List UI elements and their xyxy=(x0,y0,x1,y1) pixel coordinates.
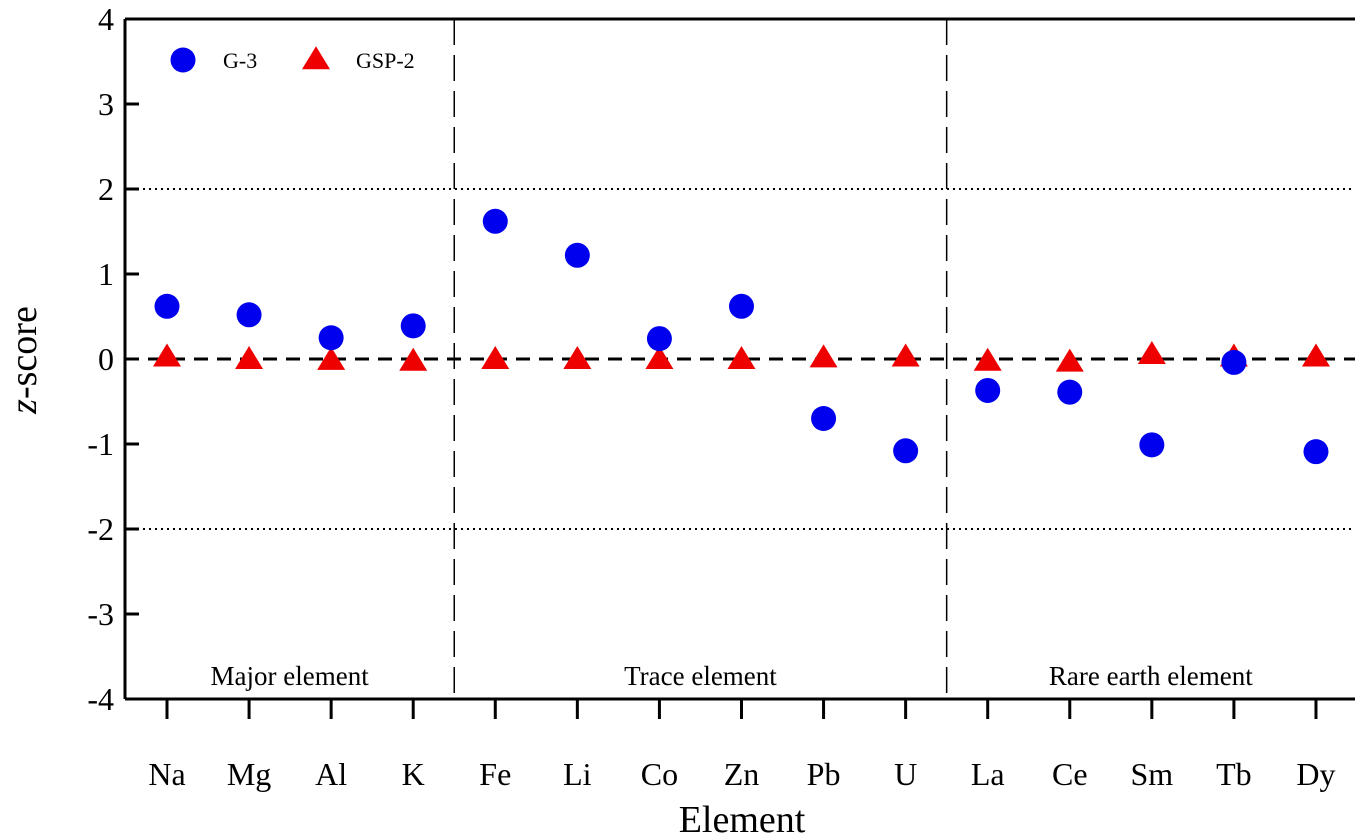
y-axis-title-italic: z xyxy=(3,399,45,415)
y-tick-label: 1 xyxy=(98,256,114,292)
y-tick-label: 0 xyxy=(98,341,114,377)
data-point-circle xyxy=(564,242,590,268)
data-point-triangle xyxy=(1137,340,1166,364)
data-point-circle xyxy=(1057,379,1083,405)
data-point-triangle xyxy=(809,344,838,368)
x-tick-label: Li xyxy=(563,756,592,792)
data-point-triangle xyxy=(1055,348,1084,372)
data-point-circle xyxy=(1221,349,1247,375)
x-tick-label: Co xyxy=(641,756,678,792)
data-point-circle xyxy=(236,302,262,328)
data-point-triangle xyxy=(1301,343,1330,367)
x-tick-label: Ce xyxy=(1052,756,1088,792)
data-point-circle xyxy=(154,293,180,319)
data-markers xyxy=(153,208,1330,465)
y-tick-label: -4 xyxy=(87,681,114,717)
x-tick-label: Fe xyxy=(479,756,511,792)
x-tick-label: Sm xyxy=(1130,756,1173,792)
data-point-triangle xyxy=(563,346,592,370)
y-tick-label: 4 xyxy=(98,1,114,37)
y-tick-label: -1 xyxy=(87,426,114,462)
x-tick-label: Dy xyxy=(1296,756,1335,792)
x-tick-label: Na xyxy=(148,756,185,792)
group-label: Major element xyxy=(211,661,370,691)
x-tick-label: Zn xyxy=(724,756,760,792)
data-point-circle xyxy=(975,377,1001,403)
data-point-triangle xyxy=(399,347,428,371)
x-tick-label: Mg xyxy=(227,756,271,792)
x-tick-label: U xyxy=(894,756,917,792)
legend-label: GSP-2 xyxy=(356,48,415,73)
data-point-triangle xyxy=(891,343,920,367)
group-dividers xyxy=(453,19,948,699)
group-labels: Major element Trace element Rare earth ele… xyxy=(211,661,1254,691)
legend-marker-circle xyxy=(170,47,196,73)
y-tick-label: -3 xyxy=(87,596,114,632)
x-tick-label: Al xyxy=(315,756,347,792)
data-point-circle xyxy=(893,438,919,464)
data-point-triangle xyxy=(317,346,346,370)
legend-marker-triangle xyxy=(302,46,330,70)
data-point-triangle xyxy=(153,343,181,367)
y-tick-label: 2 xyxy=(98,171,114,207)
legend-label: G-3 xyxy=(223,48,257,73)
data-point-circle xyxy=(811,406,837,431)
data-point-circle xyxy=(1303,439,1329,465)
x-tick-label: La xyxy=(971,756,1005,792)
y-tick-label: 3 xyxy=(98,86,114,122)
data-point-circle xyxy=(646,326,672,352)
x-tick-label: Tb xyxy=(1216,756,1252,792)
data-point-circle xyxy=(482,208,508,234)
data-point-circle xyxy=(318,325,344,351)
x-axis-title: Element xyxy=(679,799,806,840)
data-point-triangle xyxy=(645,346,674,370)
group-label: Trace element xyxy=(624,661,777,691)
data-point-triangle xyxy=(973,347,1002,371)
data-point-circle xyxy=(400,313,426,339)
axes: -4 -3 -2 -1 0 1 2 3 4 Na Mg Al K Fe Li Co Zn Pb U La Ce Sm Tb D… xyxy=(87,1,1355,792)
group-label: Rare earth element xyxy=(1049,661,1253,691)
y-axis-title: z-score xyxy=(3,306,45,415)
x-tick-label: Pb xyxy=(807,756,841,792)
y-tick-label: -2 xyxy=(87,511,114,547)
y-axis-title-rest: -score xyxy=(3,306,45,399)
data-point-circle xyxy=(1139,432,1165,458)
legend: G-3 GSP-2 xyxy=(170,46,415,73)
data-point-triangle xyxy=(235,346,264,370)
data-point-circle xyxy=(728,293,754,319)
data-point-triangle xyxy=(481,346,510,370)
x-tick-label: K xyxy=(402,756,425,792)
data-point-triangle xyxy=(727,346,756,370)
